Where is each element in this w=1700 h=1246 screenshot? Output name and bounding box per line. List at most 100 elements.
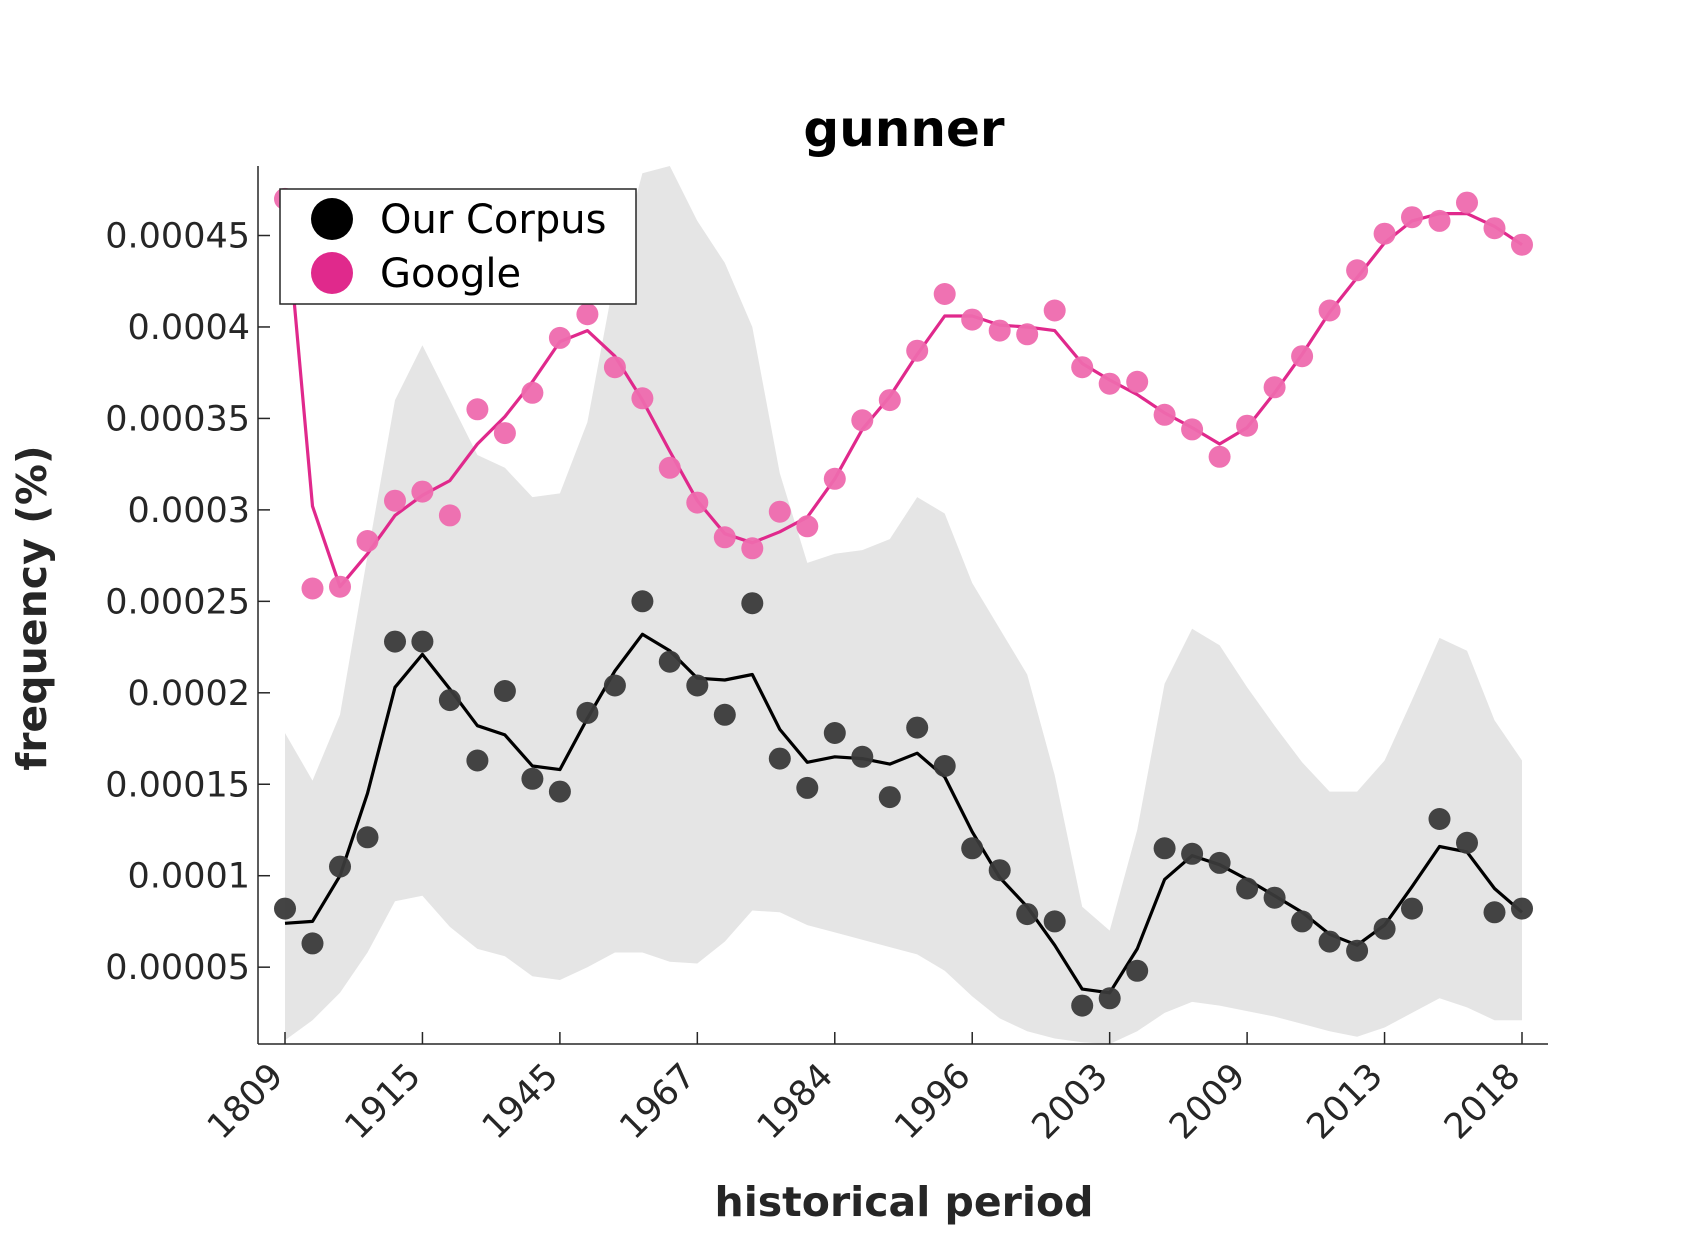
google-point xyxy=(1153,403,1176,426)
our-corpus-point xyxy=(411,630,434,653)
google-point xyxy=(1373,222,1396,245)
our-corpus-point xyxy=(493,680,516,702)
x-tick-label: 1809 xyxy=(200,1056,291,1147)
our-corpus-point xyxy=(603,674,626,697)
google-point xyxy=(1181,418,1204,441)
our-corpus-point xyxy=(384,630,406,653)
our-corpus-point xyxy=(1126,959,1149,982)
x-tick-label: 2013 xyxy=(1300,1056,1391,1147)
our-corpus-point xyxy=(274,897,296,920)
x-tick-label: 1945 xyxy=(475,1056,566,1147)
our-corpus-point xyxy=(1016,903,1039,926)
google-point xyxy=(1428,209,1451,232)
y-tick-label: 0.00005 xyxy=(105,948,250,988)
google-point xyxy=(768,500,791,523)
our-corpus-point xyxy=(906,716,929,739)
our-corpus-point xyxy=(1291,910,1314,933)
google-point xyxy=(493,422,516,445)
series-points-layer xyxy=(274,187,1533,1017)
series-lines-layer xyxy=(283,198,1524,995)
our-corpus-point xyxy=(631,590,654,613)
our-corpus-point xyxy=(741,592,764,615)
google-point xyxy=(961,308,984,331)
x-tick-label: 2018 xyxy=(1437,1056,1528,1147)
our-corpus-point xyxy=(851,745,874,768)
google-trend-line xyxy=(283,198,1523,589)
google-point xyxy=(658,456,681,479)
our-corpus-point xyxy=(1236,877,1259,900)
google-point xyxy=(686,491,709,514)
our-corpus-point xyxy=(576,701,599,724)
our-corpus-point xyxy=(1346,939,1369,962)
our-corpus-point xyxy=(329,855,351,878)
google-point xyxy=(1456,191,1478,214)
google-point xyxy=(603,356,626,379)
our-corpus-point xyxy=(961,837,984,860)
y-tick-label: 0.0002 xyxy=(128,674,250,714)
our-corpus-point xyxy=(713,703,736,726)
google-point xyxy=(796,515,819,538)
our-corpus-point xyxy=(1098,987,1121,1010)
y-tick-label: 0.00015 xyxy=(105,765,250,805)
google-point xyxy=(1236,414,1259,437)
legend: Our Corpus Google xyxy=(279,188,637,305)
google-point xyxy=(741,537,764,560)
google-point xyxy=(1291,345,1314,368)
x-tick-label: 1996 xyxy=(887,1056,978,1147)
google-point xyxy=(356,530,379,552)
our-corpus-point xyxy=(1428,808,1451,830)
google-point xyxy=(548,326,571,349)
our-corpus-point xyxy=(356,826,379,849)
our-corpus-point xyxy=(933,755,956,777)
our-corpus-confidence-band xyxy=(285,166,1522,1044)
google-point xyxy=(933,283,956,305)
google-point xyxy=(1098,372,1121,395)
google-point xyxy=(1263,376,1286,399)
google-point xyxy=(988,319,1011,342)
x-tick-label: 2003 xyxy=(1025,1056,1116,1147)
google-point xyxy=(1511,233,1533,256)
google-point xyxy=(713,526,736,549)
our-corpus-point xyxy=(548,780,571,803)
x-tick-label: 2009 xyxy=(1162,1056,1253,1147)
our-corpus-point xyxy=(1071,994,1094,1017)
our-corpus-point xyxy=(466,749,489,772)
our-corpus-point xyxy=(686,674,709,697)
x-tick-label: 1984 xyxy=(750,1056,841,1147)
google-point xyxy=(631,387,654,410)
google-point xyxy=(1043,299,1066,322)
our-corpus-point xyxy=(1263,886,1286,909)
x-axis-title: historical period xyxy=(715,1178,1094,1226)
google-point xyxy=(384,489,406,512)
our-corpus-point xyxy=(768,747,791,770)
google-point xyxy=(851,409,874,432)
google-point xyxy=(1126,370,1149,393)
google-point xyxy=(878,389,901,412)
legend-label-our-corpus: Our Corpus xyxy=(380,197,606,243)
our-corpus-point xyxy=(988,859,1011,882)
y-tick-label: 0.0004 xyxy=(128,308,250,348)
google-point xyxy=(438,504,461,527)
google-point xyxy=(823,467,846,490)
google-point xyxy=(1346,259,1369,282)
chart-title: gunner xyxy=(803,100,1004,158)
x-tick-label: 1967 xyxy=(612,1056,703,1147)
google-point xyxy=(329,575,351,598)
our-corpus-point xyxy=(1181,842,1204,865)
google-point xyxy=(1318,299,1341,322)
our-corpus-point xyxy=(1043,910,1066,933)
our-corpus-point xyxy=(521,767,544,790)
google-point xyxy=(411,480,434,503)
legend-marker-google xyxy=(311,252,353,294)
y-tick-label: 0.0001 xyxy=(128,857,250,897)
google-point xyxy=(906,339,929,362)
legend-marker-our-corpus xyxy=(311,198,353,240)
y-axis-title: frequency (%) xyxy=(8,445,56,770)
google-point xyxy=(576,303,599,326)
our-corpus-point xyxy=(1401,897,1423,920)
google-point xyxy=(1016,323,1039,346)
google-point xyxy=(1208,445,1231,468)
our-corpus-point xyxy=(823,722,846,744)
our-corpus-trend-line xyxy=(284,632,1524,995)
